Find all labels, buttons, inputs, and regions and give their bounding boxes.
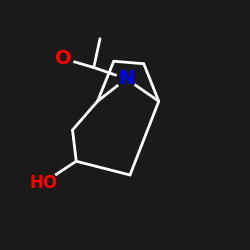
- Circle shape: [117, 69, 136, 88]
- Text: N: N: [118, 69, 134, 88]
- Circle shape: [54, 49, 73, 68]
- Text: O: O: [56, 49, 72, 68]
- Circle shape: [31, 170, 57, 196]
- Text: HO: HO: [30, 174, 58, 192]
